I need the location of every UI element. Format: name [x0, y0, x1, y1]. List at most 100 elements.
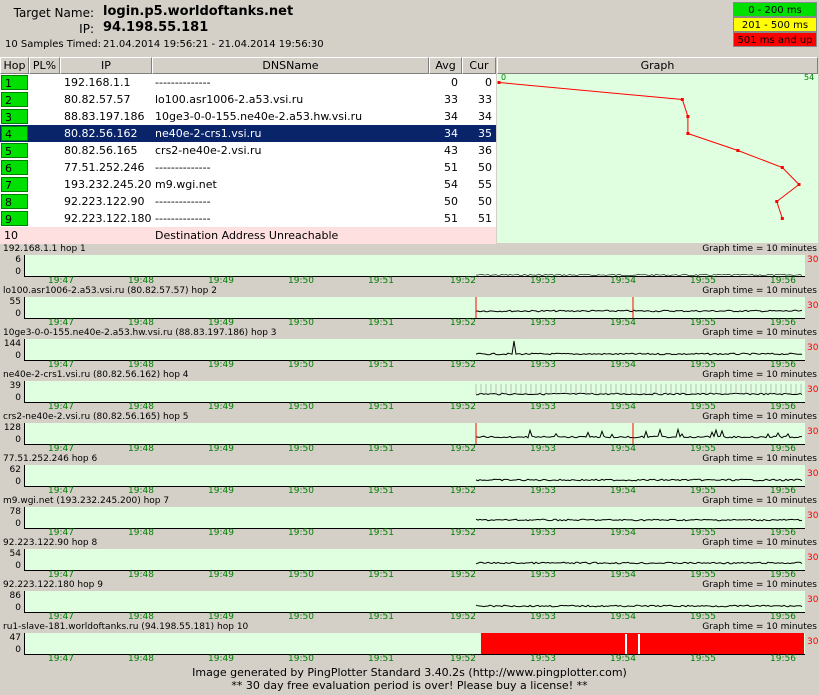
time-tick-label: 19:56: [770, 654, 796, 664]
table-row[interactable]: 8 92.223.122.90 -------------- 50 50: [0, 193, 496, 210]
time-tick-label: 19:50: [288, 570, 314, 580]
route-graph-svg: 0 54: [497, 73, 814, 220]
table-row[interactable]: 4 80.82.56.162 ne40e-2-crs1.vsi.ru 34 35: [0, 125, 496, 142]
hop-timeline-strip[interactable]: crs2-ne40e-2.vsi.ru (80.82.56.165) hop 5…: [0, 411, 819, 454]
ip-cell: 192.168.1.1: [64, 76, 131, 89]
table-row-unreachable[interactable]: 10 Destination Address Unreachable: [0, 227, 496, 244]
route-latency-point: [797, 183, 801, 186]
hop-number: 4: [1, 126, 28, 141]
hop-timeline-strip[interactable]: lo100.asr1006-2.a53.vsi.ru (80.82.57.57)…: [0, 285, 819, 328]
strip-zero-value: 0: [15, 561, 21, 571]
time-tick-label: 19:52: [450, 402, 476, 412]
ip-cell: 92.223.122.180: [64, 212, 152, 225]
time-tick-label: 19:56: [770, 444, 796, 454]
time-tick-label: 19:49: [208, 486, 234, 496]
table-row[interactable]: 5 80.82.56.165 crs2-ne40e-2.vsi.ru 43 36: [0, 142, 496, 159]
avg-cell: 34: [444, 127, 458, 140]
time-tick-label: 19:53: [530, 612, 556, 622]
latency-legend: 0 - 200 ms 201 - 500 ms 501 ms and up: [733, 2, 817, 47]
column-header-cur[interactable]: Cur: [462, 57, 496, 74]
strip-threshold-value: 30: [807, 595, 819, 605]
time-tick-label: 19:56: [770, 276, 796, 286]
avg-cell: 51: [444, 212, 458, 225]
strip-threshold-value: 30: [807, 427, 819, 437]
time-tick-label: 19:53: [530, 570, 556, 580]
table-row[interactable]: 9 92.223.122.180 -------------- 51 51: [0, 210, 496, 227]
hop-timeline-strip[interactable]: ne40e-2-crs1.vsi.ru (80.82.56.162) hop 4…: [0, 369, 819, 412]
column-header-graph[interactable]: Graph: [497, 57, 818, 74]
samples-label: 10 Samples Timed:: [5, 39, 101, 50]
strip-zero-value: 0: [15, 519, 21, 529]
hop-timeline-strip[interactable]: ru1-slave-181.worldoftanks.ru (94.198.55…: [0, 621, 819, 664]
time-tick-label: 19:56: [770, 360, 796, 370]
unreachable-bar: [481, 633, 804, 654]
time-tick-label: 19:54: [610, 318, 636, 328]
table-row[interactable]: 7 193.232.245.200 m9.wgi.net 54 55: [0, 176, 496, 193]
time-tick-label: 19:54: [610, 528, 636, 538]
hop-timeline-strip[interactable]: 92.223.122.90 hop 8 Graph time = 10 minut…: [0, 537, 819, 580]
hop-timeline-strip[interactable]: 192.168.1.1 hop 1 Graph time = 10 minutes…: [0, 243, 819, 286]
column-header-pl[interactable]: PL%: [29, 57, 60, 74]
time-tick-label: 19:56: [770, 486, 796, 496]
legend-yellow: 201 - 500 ms: [733, 17, 817, 32]
time-tick-label: 19:53: [530, 444, 556, 454]
strip-plot-svg: [475, 518, 803, 522]
table-row[interactable]: 6 77.51.252.246 -------------- 51 50: [0, 159, 496, 176]
time-tick-label: 19:52: [450, 570, 476, 580]
strip-plot-svg: [475, 384, 803, 396]
column-header-dnsname[interactable]: DNSName: [152, 57, 429, 74]
target-name-label: Target Name:: [13, 6, 94, 20]
time-tick-label: 19:56: [770, 570, 796, 580]
column-header-ip[interactable]: IP: [60, 57, 152, 74]
time-tick-label: 19:53: [530, 486, 556, 496]
hop-number: 1: [1, 75, 28, 90]
column-header-hop[interactable]: Hop: [0, 57, 29, 74]
route-latency-point: [736, 149, 740, 152]
hop-timeline-strip[interactable]: 92.223.122.180 hop 9 Graph time = 10 minu…: [0, 579, 819, 622]
column-header-avg[interactable]: Avg: [429, 57, 462, 74]
time-tick-label: 19:48: [128, 360, 154, 370]
strip-max-value: 78: [9, 507, 21, 517]
samples-value: 21.04.2014 19:56:21 - 21.04.2014 19:56:3…: [103, 39, 324, 50]
hop-timeline-strip[interactable]: 10ge3-0-0-155.ne40e-2.a53.hw.vsi.ru (88.…: [0, 327, 819, 370]
graph-time-label: Graph time = 10 minutes: [702, 496, 817, 506]
graph-time-label: Graph time = 10 minutes: [702, 538, 817, 548]
time-tick-label: 19:54: [610, 486, 636, 496]
time-axis: 19:47 19:48 19:49 19:50 19:51 19:52 19:53 19:54…: [24, 276, 805, 286]
cur-cell: 51: [478, 212, 492, 225]
hop-timeline-strip[interactable]: 77.51.252.246 hop 6 Graph time = 10 minut…: [0, 453, 819, 496]
time-tick-label: 19:56: [770, 612, 796, 622]
hop-timeline-strip[interactable]: m9.wgi.net (193.232.245.200) hop 7 Graph …: [0, 495, 819, 538]
table-row[interactable]: 1 192.168.1.1 -------------- 0 0: [0, 74, 496, 91]
latency-trace: [475, 478, 803, 482]
strip-threshold-value: 30: [807, 343, 819, 353]
graph-time-label: Graph time = 10 minutes: [702, 328, 817, 338]
time-tick-label: 19:54: [610, 402, 636, 412]
time-tick-label: 19:50: [288, 318, 314, 328]
strip-zero-value: 0: [15, 645, 21, 655]
table-row[interactable]: 2 80.82.57.57 lo100.asr1006-2.a53.vsi.ru 33…: [0, 91, 496, 108]
time-tick-label: 19:49: [208, 444, 234, 454]
time-tick-label: 19:52: [450, 444, 476, 454]
time-tick-label: 19:51: [368, 402, 394, 412]
time-tick-label: 19:50: [288, 276, 314, 286]
time-tick-label: 19:51: [368, 360, 394, 370]
time-tick-label: 19:52: [450, 612, 476, 622]
route-latency-point: [686, 132, 690, 135]
time-tick-label: 19:55: [690, 276, 716, 286]
unreachable-message: Destination Address Unreachable: [155, 229, 339, 242]
cur-cell: 33: [478, 93, 492, 106]
footer: Image generated by PingPlotter Standard …: [0, 666, 819, 695]
strip-title: m9.wgi.net (193.232.245.200) hop 7: [3, 496, 170, 506]
packet-loss-cell: [31, 108, 58, 125]
time-tick-label: 19:47: [48, 486, 74, 496]
time-tick-label: 19:50: [288, 402, 314, 412]
table-row[interactable]: 3 88.83.197.186 10ge3-0-0-155.ne40e-2.a53.…: [0, 108, 496, 125]
time-tick-label: 19:52: [450, 276, 476, 286]
cur-cell: 35: [478, 127, 492, 140]
avg-cell: 0: [451, 76, 458, 89]
graph-scale-min: 0: [501, 74, 506, 82]
time-tick-label: 19:55: [690, 612, 716, 622]
ip-cell: 80.82.56.162: [64, 127, 138, 140]
time-tick-label: 19:53: [530, 318, 556, 328]
